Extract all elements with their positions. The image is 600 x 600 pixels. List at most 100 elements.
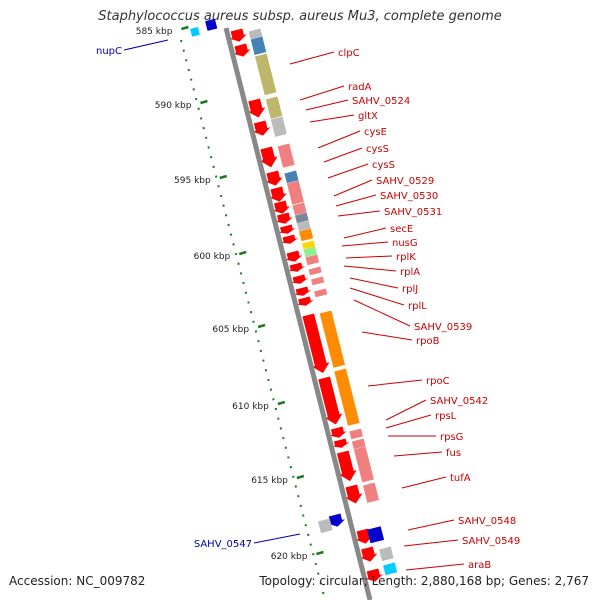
gene-label: SAHV_0548 xyxy=(458,516,516,527)
gene-block-reverse xyxy=(311,276,325,286)
gene-label: rpsG xyxy=(440,432,463,443)
gene-arrow-forward xyxy=(296,296,314,306)
accession-text: Accession: NC_009782 xyxy=(9,574,146,588)
genome-backbone xyxy=(223,27,373,600)
gene-label: araB xyxy=(468,560,491,571)
gene-label: fus xyxy=(446,448,461,459)
gene-block-reverse xyxy=(308,266,322,276)
leader-line xyxy=(341,241,389,247)
gene-arrow-forward xyxy=(275,212,293,224)
gene-label: rplA xyxy=(400,267,420,278)
axis-dotted-line xyxy=(180,39,326,600)
gene-label: SAHV_0531 xyxy=(384,207,442,218)
gene-block-left xyxy=(190,27,200,37)
leader-line xyxy=(305,99,349,111)
scale-tick: 600 kbp xyxy=(194,250,247,262)
gene-label: cysS xyxy=(366,144,389,155)
leader-line xyxy=(345,255,393,259)
gene-label: SAHV_0549 xyxy=(462,536,520,547)
gene-label: rplK xyxy=(396,252,416,263)
gene-block-left xyxy=(318,518,333,534)
gene-block-reverse xyxy=(292,202,307,216)
gene-block-left xyxy=(205,18,218,31)
leader-line xyxy=(407,519,455,531)
leader-line xyxy=(403,539,459,547)
gene-arrow-forward xyxy=(329,426,347,438)
backbone-line xyxy=(223,27,373,600)
leader-line xyxy=(309,114,355,123)
scale-tick: 590 kbp xyxy=(155,99,208,111)
gene-arrow-forward xyxy=(360,546,378,562)
gene-block-reverse xyxy=(277,143,295,168)
gene-arrow-forward xyxy=(278,224,296,234)
scale-tick: 615 kbp xyxy=(251,474,305,486)
gene-block-reverse xyxy=(303,246,318,258)
gene-block-reverse xyxy=(265,96,283,119)
gene-label: cysS xyxy=(372,160,395,171)
gene-block-reverse xyxy=(286,180,304,205)
scale-tick-label: 605 kbp xyxy=(212,325,249,335)
gene-arrow-forward xyxy=(332,438,350,448)
leader-line xyxy=(405,563,465,571)
gene-arrow-forward xyxy=(233,43,251,57)
gene-block-reverse xyxy=(367,526,385,544)
leader-line xyxy=(401,476,447,489)
scale-ticks: 585 kbp 590 kbp 595 kbp 600 kbp 605 kbp 610 k… xyxy=(136,25,324,562)
gene-block-reverse xyxy=(270,116,287,137)
leader-line xyxy=(385,414,432,429)
leader-line xyxy=(289,51,335,65)
gene-label: cysE xyxy=(364,127,387,138)
scale-tick-label: 600 kbp xyxy=(194,252,231,262)
gene-label: SAHV_0529 xyxy=(376,176,434,187)
gene-arrow-forward xyxy=(287,262,306,272)
gene-block-reverse xyxy=(351,438,366,450)
gene-arrow-forward xyxy=(269,186,287,202)
gene-block-reverse xyxy=(248,28,263,40)
gene-features xyxy=(190,18,398,582)
scale-tick-label: 620 kbp xyxy=(271,552,308,562)
genome-title: Staphylococcus aureus subsp. aureus Mu3,… xyxy=(98,9,502,24)
gene-arrow-left xyxy=(327,513,345,527)
gene-label: SAHV_0530 xyxy=(380,191,438,202)
gene-arrow-forward xyxy=(280,234,299,244)
scale-tick-label: 585 kbp xyxy=(136,27,173,37)
gene-block-reverse xyxy=(349,428,363,440)
leader-line xyxy=(333,179,373,197)
gene-block-reverse xyxy=(353,446,374,483)
gene-label: gltX xyxy=(358,111,378,122)
gene-arrow-forward xyxy=(272,200,291,214)
gene-label: clpC xyxy=(338,48,360,59)
scale-dotted-axis xyxy=(180,39,326,600)
gene-label: rplJ xyxy=(402,284,418,295)
gene-block-reverse xyxy=(302,240,316,250)
gene-arrow-forward xyxy=(302,313,330,374)
leader-line xyxy=(343,265,397,272)
gene-label: rpoB xyxy=(416,336,440,347)
gene-arrow-forward xyxy=(336,450,357,482)
leader-line xyxy=(393,451,443,457)
scale-tick-label: 590 kbp xyxy=(155,101,192,111)
gene-block-reverse xyxy=(284,170,299,184)
leader-line xyxy=(353,299,411,327)
gene-label: SAHV_0547 xyxy=(194,539,252,550)
leader-line xyxy=(361,331,413,341)
gene-block-reverse xyxy=(305,254,320,266)
gene-label: tufA xyxy=(450,473,471,484)
gene-block-reverse xyxy=(334,368,360,426)
leader-line xyxy=(317,130,361,149)
label-leader-lines xyxy=(123,39,465,571)
gene-arrow-forward xyxy=(285,250,303,262)
gene-block-reverse xyxy=(379,546,394,562)
gene-label: secE xyxy=(390,224,413,235)
scale-tick-label: 610 kbp xyxy=(232,402,269,412)
gene-label: rplL xyxy=(408,301,427,312)
gene-arrow-forward xyxy=(260,146,278,168)
gene-arrow-forward xyxy=(265,170,283,186)
leader-line xyxy=(367,379,423,387)
leader-line xyxy=(343,227,387,239)
leader-line xyxy=(253,533,301,544)
gene-arrow-forward xyxy=(293,286,312,296)
scale-tick-label: 595 kbp xyxy=(174,176,211,186)
leader-line xyxy=(335,194,377,207)
